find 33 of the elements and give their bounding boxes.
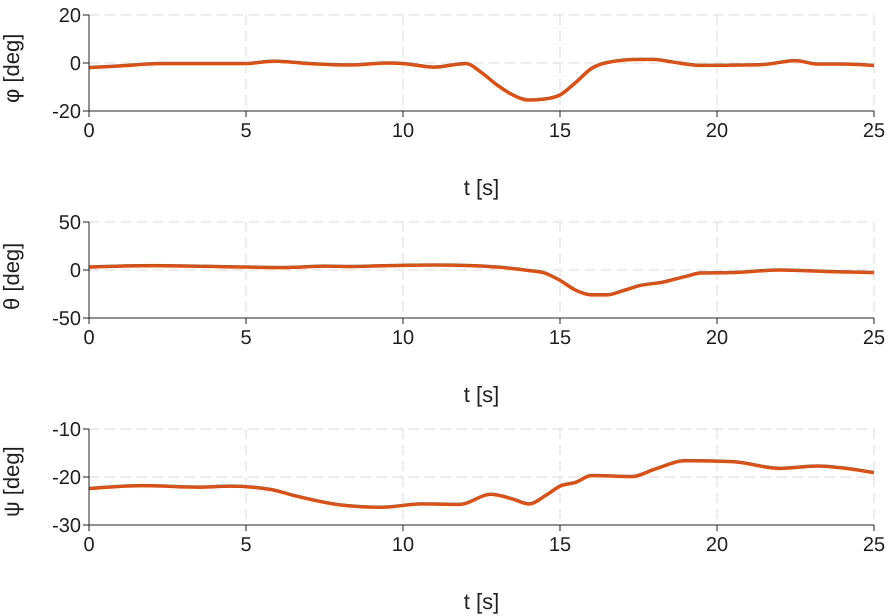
y-tick-label: -20 (52, 467, 81, 490)
x-tick-label: 20 (706, 120, 728, 142)
x-axis-title: t [s] (464, 175, 500, 200)
x-tick-label: 15 (548, 120, 572, 142)
x-tick-label: 5 (240, 120, 252, 142)
y-tick-label: -20 (52, 101, 81, 124)
x-tick-label: 25 (862, 534, 886, 556)
y-tick-label: -30 (52, 515, 81, 538)
y-tick-label: 50 (58, 212, 81, 234)
y-tick-label: 0 (70, 53, 81, 76)
y-tick-label: 20 (58, 5, 81, 28)
y-tick-label: 0 (70, 260, 81, 282)
x-tick-label: 15 (548, 327, 572, 350)
line-series (89, 458, 874, 509)
x-axis-title: t [s] (464, 382, 500, 407)
x-tick-label: 5 (240, 327, 252, 350)
x-tick-label: 20 (706, 327, 728, 350)
line-series (89, 58, 874, 102)
x-tick-label: 10 (392, 120, 414, 142)
x-tick-label: 25 (862, 120, 886, 142)
x-tick-label: 20 (706, 534, 728, 556)
y-axis-title: ψ [deg] (0, 446, 24, 517)
x-tick-label: 10 (392, 327, 414, 350)
x-axis-title: t [s] (464, 589, 500, 614)
y-axis-title: θ [deg] (0, 242, 24, 310)
x-tick-label: 15 (548, 534, 572, 556)
line-series (89, 263, 874, 297)
y-tick-label: -10 (52, 419, 81, 442)
x-tick-label: 25 (862, 327, 886, 350)
y-axis-title: φ [deg] (0, 34, 24, 103)
y-tick-label: -50 (52, 308, 81, 330)
x-tick-label: 10 (392, 534, 414, 556)
x-tick-label: 5 (240, 534, 252, 556)
